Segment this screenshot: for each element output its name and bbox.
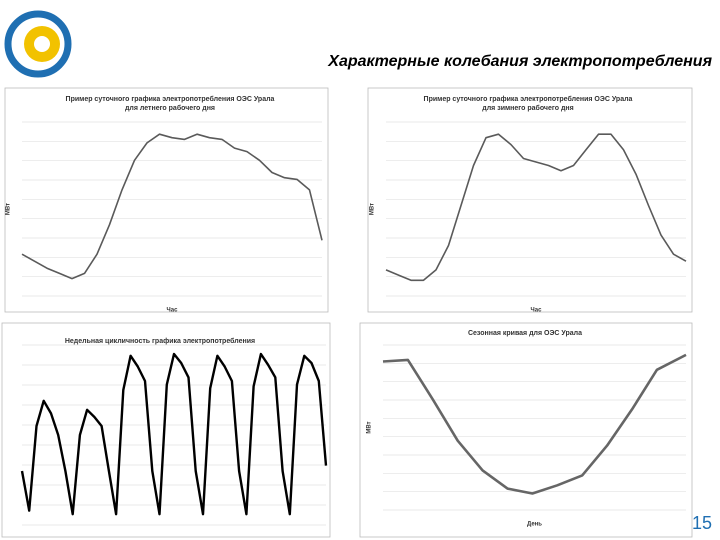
chart: Пример суточного графика электропотребле…	[367, 87, 693, 314]
chart-title: Сезонная кривая для ОЭС Урала	[468, 330, 582, 337]
chart: Пример суточного графика электропотребле…	[4, 87, 329, 314]
x-axis-label: День	[527, 522, 542, 528]
chart-title: Недельная цикличность графика электропот…	[65, 337, 255, 345]
chart: Недельная цикличность графика электропот…	[1, 322, 331, 538]
y-axis-label: МВт	[6, 203, 12, 215]
line-series	[385, 133, 687, 282]
x-axis-label: Час	[531, 308, 543, 314]
chart-frame	[4, 87, 329, 313]
logo	[4, 10, 72, 78]
line-series	[20, 352, 328, 516]
y-axis-label: МВт	[370, 203, 376, 215]
chart-frame	[367, 87, 693, 313]
slide-title: Характерные колебания электропотребления	[327, 53, 712, 70]
chart-title: Пример суточного графика электропотребле…	[66, 95, 275, 112]
y-axis-label: МВт	[367, 421, 373, 433]
chart-frame	[359, 322, 693, 538]
x-axis-label: Час	[167, 308, 179, 314]
chart-title: Пример суточного графика электропотребле…	[424, 95, 633, 112]
line-series	[21, 133, 323, 280]
page-number: 15	[692, 513, 712, 533]
chart: Сезонная кривая для ОЭС Урала МВт День	[359, 322, 693, 538]
line-series	[382, 353, 687, 495]
